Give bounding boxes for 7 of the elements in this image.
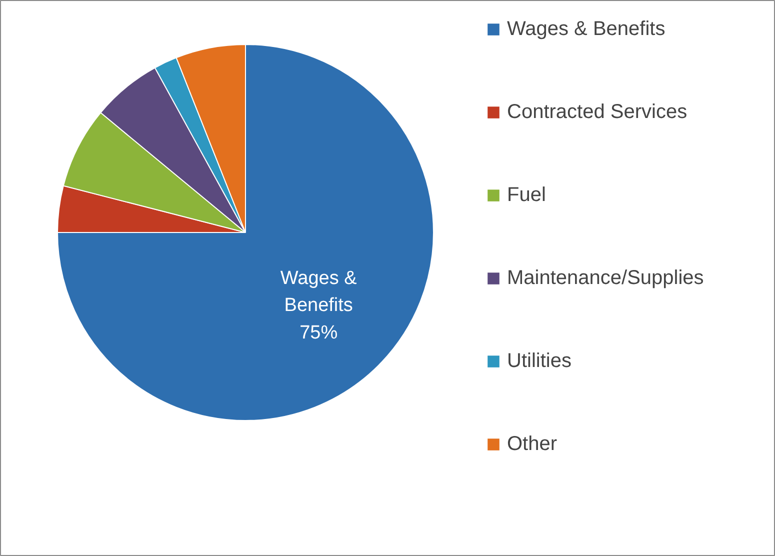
data-label: Wages & Benefits 75% [280, 268, 358, 344]
legend-label: Maintenance/Supplies [507, 266, 704, 290]
legend-label: Wages & Benefits [507, 17, 666, 41]
legend-label: Other [507, 432, 558, 456]
legend-label: Utilities [507, 349, 572, 373]
legend-label: Fuel [507, 183, 546, 207]
legend-label: Contracted Services [507, 100, 688, 124]
